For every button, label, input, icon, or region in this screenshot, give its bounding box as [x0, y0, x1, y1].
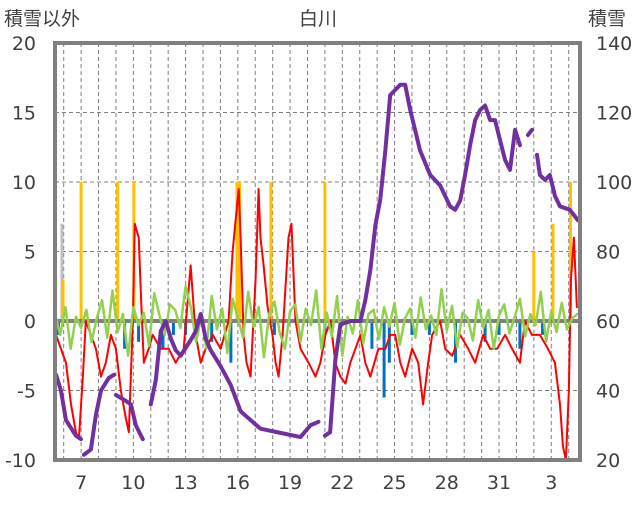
yellow-bar [568, 182, 572, 321]
grey-bar [60, 223, 64, 321]
x-tick-label: 16 [226, 472, 250, 494]
left-tick-label: 20 [12, 33, 36, 55]
right-tick-label: 120 [596, 103, 632, 125]
lines [53, 82, 580, 461]
left-axis-label: 積雪以外 [4, 8, 80, 30]
right-tick-label: 20 [596, 450, 620, 472]
x-tick-label: 3 [545, 472, 557, 494]
ticks: -10 -5 0 5 10 15 20 20 40 60 80 100 120 140 7 10 13 16 19 2… [5, 33, 632, 494]
blue-bar [387, 321, 391, 363]
x-tick-label: 19 [278, 472, 302, 494]
yellow-bar [323, 182, 327, 321]
right-tick-label: 140 [596, 33, 632, 55]
blue-bar [229, 321, 233, 363]
right-tick-label: 60 [596, 311, 620, 333]
plot-border [53, 41, 582, 462]
yellow-bar [532, 251, 536, 321]
blue-bar [370, 321, 374, 349]
yellow-bar [551, 223, 555, 321]
snow-depth-line [322, 82, 522, 438]
right-tick-label: 80 [596, 242, 620, 264]
blue-bar [382, 321, 386, 398]
right-tick-label: 100 [596, 172, 632, 194]
yellow-bar [269, 182, 273, 321]
left-tick-label: 5 [24, 242, 36, 264]
x-tick-label: 25 [382, 472, 406, 494]
right-axis-label: 積雪 [588, 8, 626, 30]
blue-bar [427, 321, 431, 335]
x-tick-label: 22 [330, 472, 354, 494]
chart-title: 白川 [299, 8, 337, 30]
yellow-bar [235, 182, 239, 321]
snow-depth-line [81, 372, 116, 457]
x-tick-label: 7 [75, 472, 87, 494]
x-tick-label: 28 [435, 472, 459, 494]
snow-depth-line [148, 312, 321, 440]
x-tick-label: 31 [487, 472, 511, 494]
left-tick-label: 0 [24, 311, 36, 333]
blue-bar [483, 321, 487, 342]
blue-bar [210, 321, 214, 342]
x-tick-label: 10 [121, 472, 145, 494]
blue-bar [541, 321, 545, 335]
blue-bar [137, 321, 141, 342]
blue-bar [161, 321, 165, 349]
snow-depth-line [54, 372, 83, 442]
right-tick-label: 40 [596, 381, 620, 403]
x-tick-label: 13 [174, 472, 198, 494]
snow-depth-line [525, 127, 534, 138]
blue-bar [497, 321, 501, 335]
yellow-bar [238, 182, 242, 321]
yellow-bar [61, 279, 65, 321]
snow-depth-line [113, 393, 145, 442]
left-tick-label: 10 [12, 172, 36, 194]
left-tick-label: 15 [12, 103, 36, 125]
yellow-bar [79, 182, 83, 321]
left-tick-label: -5 [17, 381, 36, 403]
blue-bar [171, 321, 175, 335]
blue-bar [272, 321, 276, 335]
blue-bar [410, 321, 414, 335]
snow-depth-line [534, 152, 580, 223]
blue-bar [518, 321, 522, 349]
other-line [53, 285, 579, 359]
yellow-bar [116, 182, 120, 321]
grid [55, 43, 580, 460]
left-tick-label: -10 [5, 450, 36, 472]
